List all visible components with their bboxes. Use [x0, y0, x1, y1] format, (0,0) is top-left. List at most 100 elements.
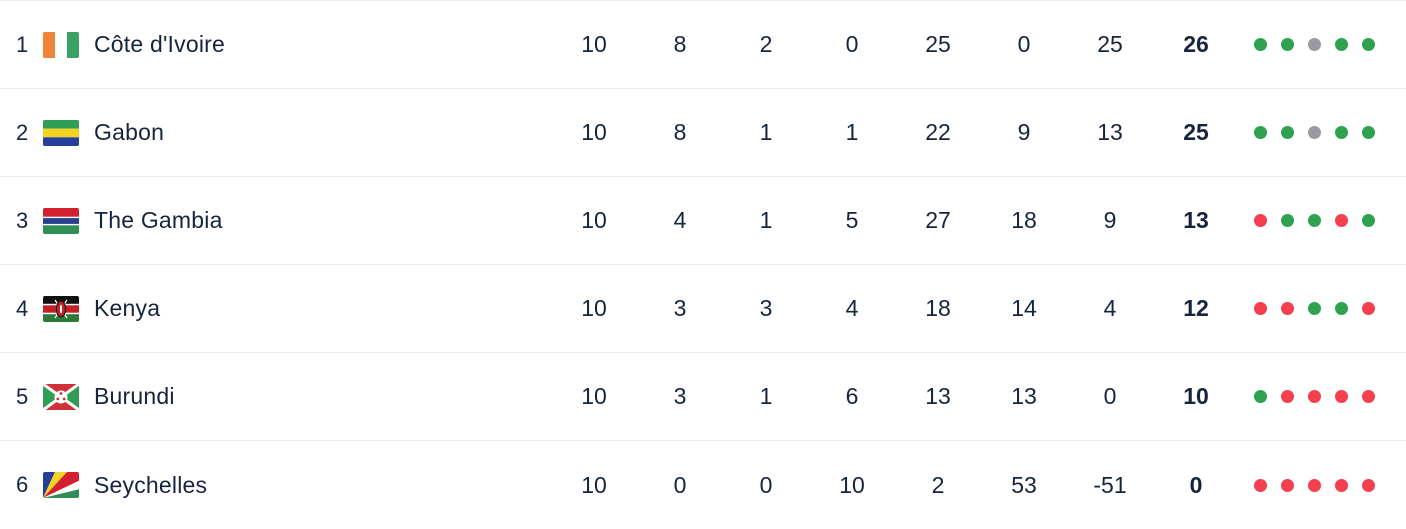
stat-points: 0	[1189, 471, 1203, 498]
stat-points: 10	[1183, 383, 1209, 409]
form-dot-loss	[1362, 390, 1375, 403]
form-dots	[1239, 126, 1406, 139]
table-row[interactable]: 1 Côte d'Ivoire 10 8 2 0 25 0 25 26	[0, 1, 1406, 89]
stat-goal-diff: 4	[1103, 295, 1117, 321]
table-row[interactable]: 6 Seychelles 10 0 0 10 2 53 -51 0	[0, 441, 1406, 529]
form-dot-loss	[1335, 214, 1348, 227]
form-dot-win	[1254, 38, 1267, 51]
stat-goals-for: 2	[931, 471, 945, 498]
form-dot-loss	[1335, 478, 1348, 492]
stat-played: 10	[581, 207, 607, 233]
stat-won: 0	[673, 471, 687, 498]
stat-goal-diff: 13	[1097, 119, 1123, 145]
table-row[interactable]: 3 The Gambia 10 4 1 5 27 18 9 13	[0, 177, 1406, 265]
form-dot-win	[1281, 38, 1294, 51]
form-dot-loss	[1362, 302, 1375, 315]
stat-goals-against: 53	[1011, 471, 1037, 498]
form-dot-win	[1335, 126, 1348, 139]
stat-goals-for: 25	[925, 31, 951, 57]
form-dots	[1239, 38, 1406, 51]
stat-goal-diff: 0	[1103, 383, 1117, 409]
table-row[interactable]: 5 Burundi 10 3 1 6 13 13 0 10	[0, 353, 1406, 441]
position: 2	[16, 119, 29, 145]
position: 1	[16, 31, 29, 57]
stat-lost: 4	[845, 295, 859, 321]
form-dot-draw	[1308, 126, 1321, 139]
form-dot-win	[1308, 302, 1321, 315]
stat-played: 10	[581, 295, 607, 321]
position: 4	[16, 295, 29, 321]
stat-goals-against: 14	[1011, 295, 1037, 321]
stat-goals-for: 27	[925, 207, 951, 233]
stat-lost: 0	[845, 31, 859, 57]
stat-drawn: 2	[759, 31, 773, 57]
stat-lost: 6	[845, 383, 859, 409]
table-row[interactable]: 2 Gabon 10 8 1 1 22 9 13 25	[0, 89, 1406, 177]
form-dots	[1239, 390, 1406, 403]
table-row[interactable]: 4 Kenya 10 3 3 4 18 14 4 12	[0, 265, 1406, 353]
team-name: Seychelles	[94, 471, 208, 498]
form-dot-win	[1308, 214, 1321, 227]
stat-points: 12	[1183, 295, 1209, 321]
form-dot-win	[1281, 126, 1294, 139]
stat-drawn: 1	[759, 207, 773, 233]
form-dot-win	[1335, 38, 1348, 51]
form-dot-win	[1362, 126, 1375, 139]
stat-lost: 1	[845, 119, 859, 145]
flag-seychelles-icon	[43, 472, 79, 498]
form-dot-draw	[1308, 38, 1321, 51]
form-dot-win	[1362, 38, 1375, 51]
stat-played: 10	[581, 119, 607, 145]
form-dot-loss	[1362, 478, 1375, 492]
stat-goal-diff: -51	[1093, 471, 1127, 498]
stat-goals-against: 13	[1011, 383, 1037, 409]
form-dots	[1239, 302, 1406, 315]
team-name: The Gambia	[94, 207, 223, 233]
stat-goal-diff: 9	[1103, 207, 1117, 233]
stat-won: 8	[673, 119, 687, 145]
form-dot-loss	[1254, 478, 1267, 492]
team-name: Gabon	[94, 119, 165, 145]
stat-goals-for: 22	[925, 119, 951, 145]
form-dot-loss	[1281, 478, 1294, 492]
stat-won: 4	[673, 207, 687, 233]
flag-burundi-icon	[43, 383, 79, 410]
stat-goals-for: 18	[925, 295, 951, 321]
stat-drawn: 1	[759, 383, 773, 409]
form-dot-win	[1254, 390, 1267, 403]
stat-goal-diff: 25	[1097, 31, 1123, 57]
stat-points: 26	[1183, 31, 1209, 57]
flag-gabon-icon	[43, 119, 79, 146]
form-dot-loss	[1308, 478, 1321, 492]
stat-drawn: 1	[759, 119, 773, 145]
stat-goals-against: 18	[1011, 207, 1037, 233]
stat-drawn: 0	[759, 471, 773, 498]
team-name: Côte d'Ivoire	[94, 31, 225, 57]
stat-drawn: 3	[759, 295, 773, 321]
position: 5	[16, 383, 29, 409]
stat-won: 3	[673, 295, 687, 321]
form-dot-loss	[1281, 302, 1294, 315]
stat-goals-against: 9	[1017, 119, 1031, 145]
flag-gambia-icon	[43, 207, 79, 234]
form-dot-loss	[1254, 214, 1267, 227]
stat-won: 3	[673, 383, 687, 409]
stat-played: 10	[581, 383, 607, 409]
position: 3	[16, 207, 29, 233]
form-dot-win	[1281, 214, 1294, 227]
stat-played: 10	[581, 471, 607, 498]
team-name: Burundi	[94, 383, 175, 409]
stat-lost: 10	[839, 471, 865, 498]
form-dot-win	[1362, 214, 1375, 227]
form-dot-loss	[1254, 302, 1267, 315]
position: 6	[16, 472, 29, 497]
form-dot-loss	[1335, 390, 1348, 403]
stat-lost: 5	[845, 207, 859, 233]
form-dots	[1239, 214, 1406, 227]
form-dot-win	[1254, 126, 1267, 139]
form-dot-loss	[1308, 390, 1321, 403]
flag-cote-divoire-icon	[43, 31, 79, 58]
form-dot-win	[1335, 302, 1348, 315]
stat-played: 10	[581, 31, 607, 57]
